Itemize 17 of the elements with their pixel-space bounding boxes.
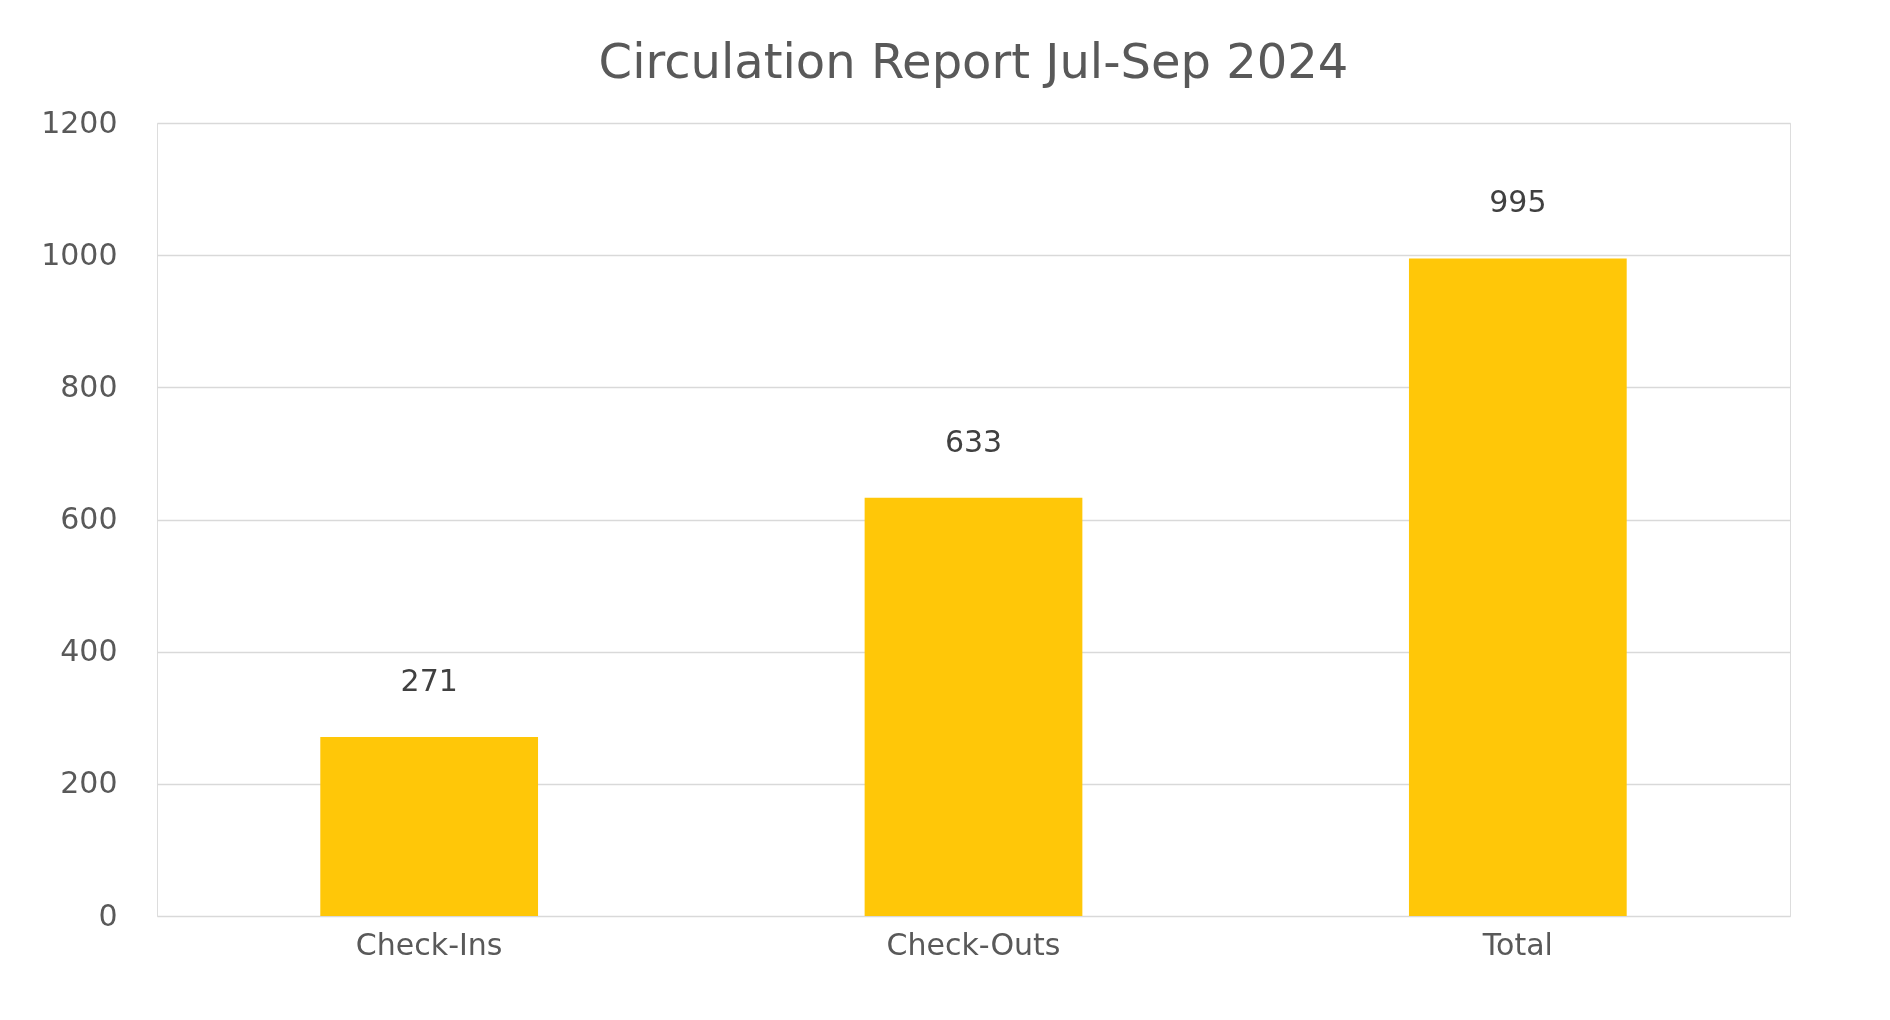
data-label: 271: [400, 662, 458, 698]
bar: [1408, 258, 1627, 916]
y-tick-label: 600: [60, 501, 118, 536]
x-tick-label: Total: [1481, 926, 1553, 962]
y-tick-label: 1000: [41, 236, 118, 272]
y-tick-label: 400: [60, 633, 118, 669]
y-tick-label: 200: [60, 765, 118, 801]
y-tick-label: 800: [60, 368, 118, 404]
chart-title: Circulation Report Jul-Sep 2024: [598, 33, 1349, 89]
y-tick-label: 0: [98, 897, 118, 933]
y-tick-label: 1200: [41, 104, 118, 140]
bar: [320, 736, 539, 916]
bar: [864, 497, 1083, 916]
x-tick-label: Check-Ins: [355, 926, 503, 962]
x-tick-label: Check-Outs: [886, 926, 1061, 962]
data-label: 633: [944, 423, 1003, 459]
data-label: 995: [1489, 184, 1547, 220]
